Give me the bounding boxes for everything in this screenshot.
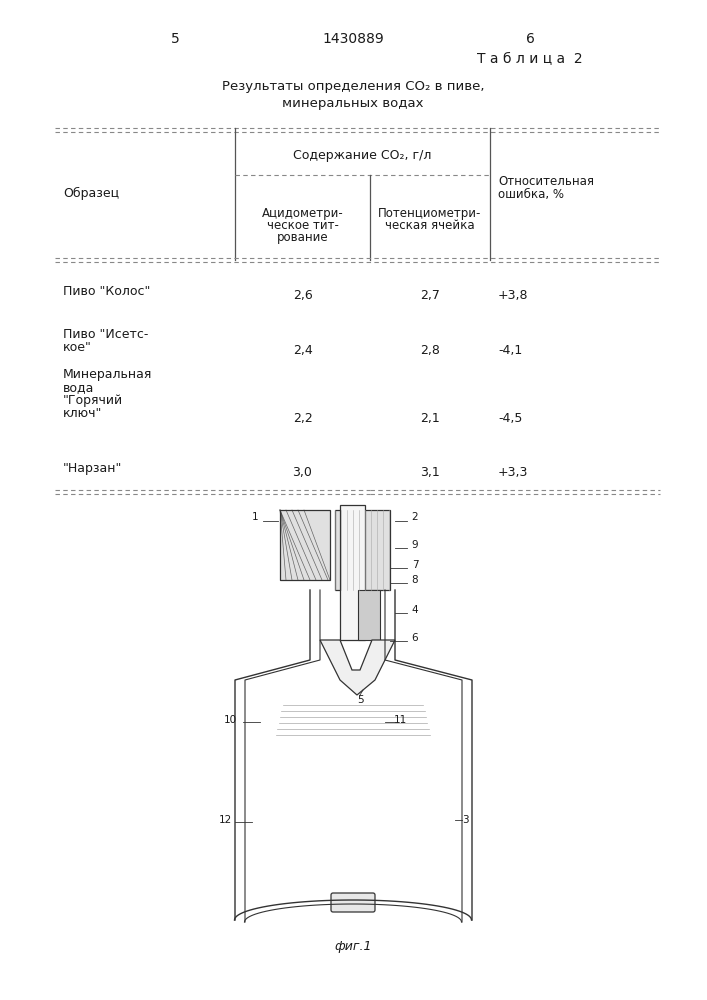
Text: +3,8: +3,8 xyxy=(498,289,529,302)
Polygon shape xyxy=(358,590,380,640)
Text: Относительная: Относительная xyxy=(498,175,594,188)
Text: ческое тит-: ческое тит- xyxy=(267,219,339,232)
Text: 2,1: 2,1 xyxy=(420,412,440,425)
Text: рование: рование xyxy=(276,231,328,244)
Text: 2,6: 2,6 xyxy=(293,289,312,302)
Text: Содержание CO₂, г/л: Содержание CO₂, г/л xyxy=(293,148,432,161)
Text: Потенциометри-: Потенциометри- xyxy=(378,207,481,220)
Text: кое": кое" xyxy=(63,341,92,354)
Text: "Горячий: "Горячий xyxy=(63,394,123,407)
Polygon shape xyxy=(335,510,390,590)
Polygon shape xyxy=(340,505,365,640)
Text: 3,1: 3,1 xyxy=(420,466,440,479)
Text: ошибка, %: ошибка, % xyxy=(498,188,564,201)
Text: 7: 7 xyxy=(411,560,419,570)
Text: вода: вода xyxy=(63,381,94,394)
Text: Пиво "Исетс-: Пиво "Исетс- xyxy=(63,328,148,341)
Text: ключ": ключ" xyxy=(63,407,103,420)
Polygon shape xyxy=(320,640,395,695)
Text: 10: 10 xyxy=(223,715,237,725)
Text: 3: 3 xyxy=(462,815,468,825)
Text: 3,0: 3,0 xyxy=(293,466,312,479)
Text: 5: 5 xyxy=(357,695,363,705)
Text: фиг.1: фиг.1 xyxy=(334,940,372,953)
Text: 1430889: 1430889 xyxy=(322,32,384,46)
Text: 2,8: 2,8 xyxy=(420,344,440,357)
Text: ческая ячейка: ческая ячейка xyxy=(385,219,475,232)
Text: 8: 8 xyxy=(411,575,419,585)
Text: 1: 1 xyxy=(252,512,258,522)
Text: 5: 5 xyxy=(170,32,180,46)
Text: -4,5: -4,5 xyxy=(498,412,522,425)
FancyBboxPatch shape xyxy=(331,893,375,912)
Text: Результаты определения CO₂ в пиве,: Результаты определения CO₂ в пиве, xyxy=(222,80,484,93)
Text: 4: 4 xyxy=(411,605,419,615)
Text: Образец: Образец xyxy=(63,186,119,200)
Text: Т а б л и ц а  2: Т а б л и ц а 2 xyxy=(477,52,583,66)
Text: 2,7: 2,7 xyxy=(420,289,440,302)
Text: минеральных водах: минеральных водах xyxy=(282,97,423,110)
Text: +3,3: +3,3 xyxy=(498,466,528,479)
Text: 2: 2 xyxy=(411,512,419,522)
Text: 6: 6 xyxy=(411,633,419,643)
Text: 12: 12 xyxy=(218,815,232,825)
Text: Минеральная: Минеральная xyxy=(63,368,153,381)
Text: Ацидометри-: Ацидометри- xyxy=(262,207,344,220)
Text: Пиво "Колос": Пиво "Колос" xyxy=(63,285,151,298)
Text: 2,2: 2,2 xyxy=(293,412,312,425)
Text: 6: 6 xyxy=(525,32,534,46)
Polygon shape xyxy=(280,510,330,580)
Text: 9: 9 xyxy=(411,540,419,550)
Text: 11: 11 xyxy=(393,715,407,725)
Text: 2,4: 2,4 xyxy=(293,344,312,357)
Text: "Нарзан": "Нарзан" xyxy=(63,462,122,475)
Text: -4,1: -4,1 xyxy=(498,344,522,357)
